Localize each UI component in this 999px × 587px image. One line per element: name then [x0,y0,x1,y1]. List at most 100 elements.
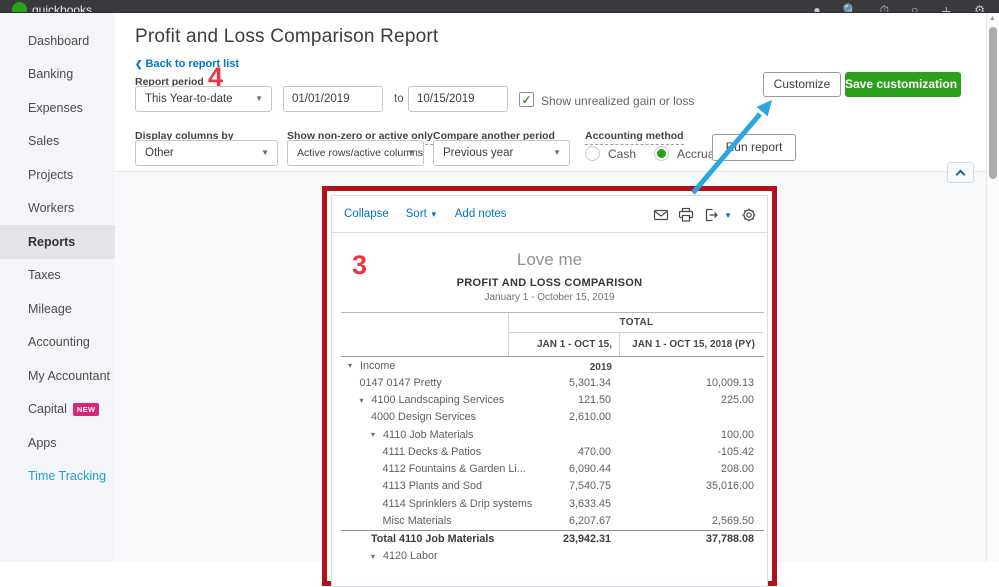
quickbooks-logo[interactable]: quickbooks [12,2,92,12]
sidebar-item-label: Banking [28,67,74,82]
sort-dropdown[interactable]: Sort ▼ [405,208,438,220]
report-title: PROFIT AND LOSS COMPARISON [456,277,643,289]
sidebar-item-sales[interactable]: Sales [0,125,115,159]
value-2018: 37,788.08 [705,533,754,545]
export-icon[interactable] [703,207,719,223]
chevron-up-icon [955,169,966,180]
sidebar: Dashboard Banking Expenses Sales Projects Wor… [0,13,115,562]
table-row: 4000 Design Services 2,610.00 [341,409,764,426]
collapse-caret-icon[interactable]: ▾ [371,551,376,561]
table-row: 4111 Decks & Patios 470.00 -105.42 [341,443,764,460]
sidebar-item-accounting[interactable]: Accounting [0,326,115,360]
add-notes-link[interactable]: Add notes [454,208,507,220]
value-2019: 2,610.00 [568,411,611,424]
sidebar-item-expenses[interactable]: Expenses [0,91,115,125]
sidebar-item-label: Workers [28,201,75,216]
sidebar-item-label: My Accountant [28,368,110,383]
collapse-panel-button[interactable] [947,162,974,183]
table-row: 0147 0147 Pretty 5,301.34 10,009.13 [341,374,764,391]
sidebar-item-label: Expenses [28,100,83,115]
row-label: Misc Materials [382,514,452,527]
report-highlight-frame: Collapse Sort ▼ Add notes [322,186,777,587]
annotation-number-3: 3 [352,250,368,280]
back-to-report-list-link[interactable]: ❮ Back to report list [135,58,240,70]
sidebar-item-label: Accounting [28,335,90,350]
value-2018: 10,009.13 [705,376,754,389]
scrollbar-thumb[interactable] [989,27,997,179]
sidebar-item-reports[interactable]: Reports [0,225,115,259]
collapse-link[interactable]: Collapse [344,208,389,220]
table-row: 4113 Plants and Sod 7,540.75 35,016.00 [341,478,764,495]
sidebar-item-taxes[interactable]: Taxes [0,259,115,293]
report-table: TOTAL JAN 1 - OCT 15, 2019 JAN 1 - OCT 1… [341,312,764,565]
show-nonzero-select[interactable]: Active rows/active columns ▼ [287,140,424,166]
total-group-header: TOTAL [509,313,764,333]
sidebar-item-my-accountant[interactable]: My Accountant [0,359,115,393]
sidebar-item-label: Sales [28,134,60,149]
sidebar-item-time-tracking[interactable]: Time Tracking [0,460,115,494]
sidebar-item-label: Taxes [28,268,61,283]
print-icon[interactable] [678,207,694,223]
search-icon[interactable]: 🔍 [842,3,858,13]
table-row: ▾ 4120 Labor [341,548,764,565]
compare-period-select[interactable]: Previous year ▼ [433,140,570,166]
report-table-header: TOTAL JAN 1 - OCT 15, 2019 JAN 1 - OCT 1… [341,312,764,373]
sidebar-item-label: Mileage [28,301,72,316]
radio-cash[interactable] [585,146,600,161]
row-label: 0147 0147 Pretty [359,376,442,389]
value-2018: -105.42 [717,445,754,458]
plus-icon[interactable]: ＋ [940,5,953,13]
report-panel: Collapse Sort ▼ Add notes [331,195,768,587]
value-2019: 23,942.31 [562,533,611,545]
display-columns-by-select[interactable]: Other ▼ [135,140,278,166]
report-period-select[interactable]: This Year-to-date ▼ [135,86,272,112]
sidebar-item-banking[interactable]: Banking [0,58,115,92]
value-2019: 121.50 [577,394,611,407]
radio-accrual[interactable] [654,146,670,161]
collapse-caret-icon[interactable]: ▾ [371,430,376,440]
column-header-2018: JAN 1 - OCT 15, 2018 (PY) [619,333,764,356]
row-label: 4110 Job Materials [383,428,474,441]
value-2019: 470.00 [577,445,611,458]
show-unrealized-checkbox[interactable]: ✓ [519,92,534,107]
value-2018: 225.00 [720,394,754,407]
value-2019: 6,090.44 [568,463,611,476]
sidebar-item-apps[interactable]: Apps [0,426,115,460]
table-row: ▾ 4110 Job Materials 100.00 [341,426,764,443]
row-label: Income [360,359,396,372]
accounting-method-radios: Cash Accrual [585,146,727,161]
date-to-input[interactable] [408,86,508,112]
sidebar-item-mileage[interactable]: Mileage [0,292,115,326]
sidebar-item-projects[interactable]: Projects [0,158,115,192]
sidebar-item-workers[interactable]: Workers [0,192,115,226]
email-icon[interactable] [653,207,669,223]
table-row: 4112 Fountains & Garden Li... 6,090.44 208… [341,461,764,478]
date-range-to-label: to [394,93,404,105]
run-report-button[interactable]: Run report [712,134,796,161]
row-label: 4112 Fountains & Garden Li... [382,463,526,476]
sidebar-item-capital[interactable]: Capital NEW [0,393,115,427]
date-from-input[interactable] [283,86,383,112]
collapse-caret-icon[interactable]: ▾ [359,395,364,405]
save-customization-button[interactable]: Save customization [845,72,961,97]
collapse-caret-icon[interactable]: ▾ [348,361,353,371]
chevron-down-icon: ▼ [255,94,263,103]
row-label: 4000 Design Services [371,411,477,424]
value-2018: 2,569.50 [711,514,754,527]
annotation-number-4: 4 [208,62,224,92]
settings-icon[interactable] [741,207,757,223]
scroll-up-icon[interactable]: ▲ [989,15,996,22]
sidebar-item-dashboard[interactable]: Dashboard [0,24,115,58]
chevron-down-icon: ▼ [407,148,415,157]
chevron-down-icon: ▼ [261,148,269,157]
help-icon[interactable]: ○ [910,3,919,13]
report-toolbar: Collapse Sort ▼ Add notes [332,196,767,233]
table-row: Misc Materials 6,207.67 2,569.50 [341,512,764,529]
page-scrollbar[interactable]: ▲ [986,13,999,562]
avatar-icon[interactable]: ● [813,3,821,13]
gear-icon[interactable]: ⚙ [974,3,985,13]
timer-icon[interactable]: ⏱ [879,3,889,13]
value-2018: 35,016.00 [705,480,754,493]
customize-button[interactable]: Customize [763,72,841,97]
chevron-down-icon[interactable]: ▼ [724,210,732,220]
